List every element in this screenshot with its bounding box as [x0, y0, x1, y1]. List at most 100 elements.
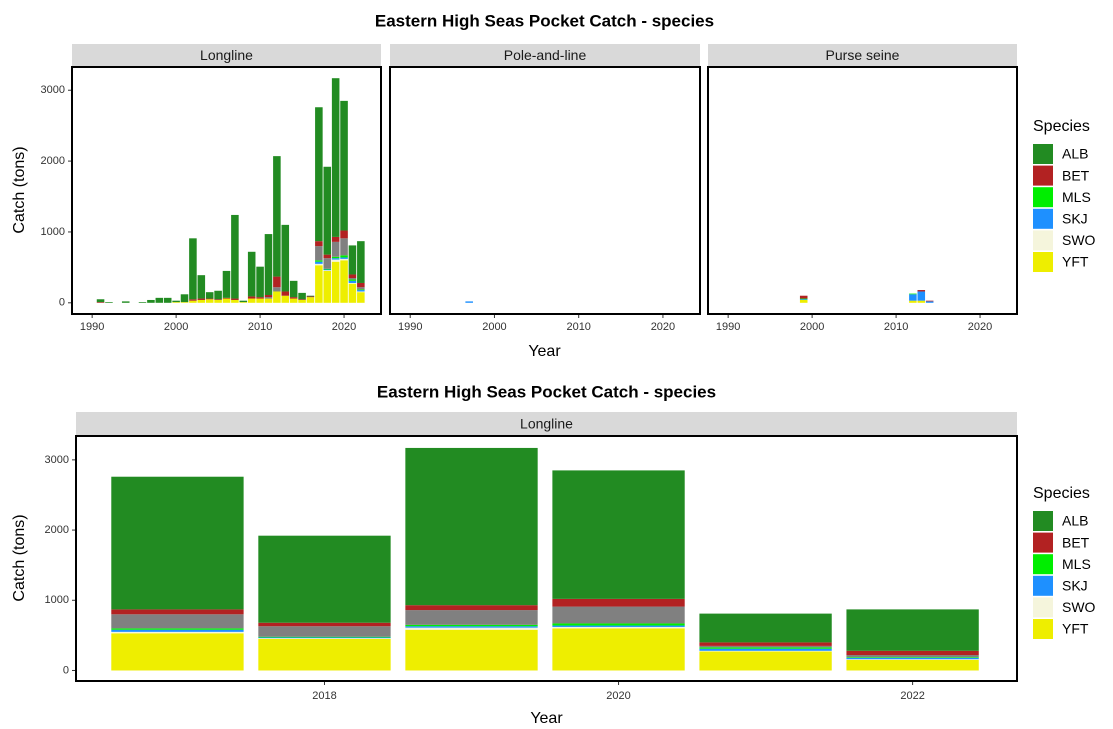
bar-segment — [258, 535, 391, 623]
bar-segment — [699, 645, 832, 648]
bar-segment — [340, 238, 348, 256]
bar-segment — [264, 298, 273, 303]
bar-segment — [552, 470, 685, 599]
bar-segment — [323, 270, 332, 303]
bar-segment — [256, 297, 264, 299]
strip-label: Longline — [200, 47, 253, 63]
legend-title: Species — [1033, 118, 1090, 135]
legend-label: ALB — [1062, 513, 1088, 529]
bar-segment — [247, 298, 256, 303]
bar-segment — [239, 302, 248, 303]
bar-segment — [552, 623, 685, 626]
strip — [72, 44, 381, 67]
bar-segment — [289, 298, 298, 303]
bar-segment — [281, 291, 290, 296]
x-tick-label: 2010 — [566, 321, 590, 333]
bar-segment — [197, 298, 206, 300]
bar-segment — [189, 300, 197, 303]
bar-segment — [247, 296, 256, 299]
strip-label: Pole-and-line — [504, 47, 587, 63]
y-tick-label: 2000 — [41, 155, 65, 167]
x-axis-title: Year — [528, 343, 561, 360]
bar-segment — [909, 293, 917, 295]
x-tick-label: 1990 — [716, 321, 740, 333]
bar-segment — [306, 297, 315, 303]
bar-segment — [222, 298, 231, 303]
chart-title: Eastern High Seas Pocket Catch - species — [377, 382, 716, 401]
bar-segment — [925, 301, 934, 303]
bar-segment — [180, 294, 189, 303]
bar-segment — [306, 296, 315, 298]
bar-segment — [552, 626, 685, 629]
bar-segment — [340, 255, 348, 258]
bar-segment — [348, 245, 357, 275]
bar-segment — [264, 297, 273, 299]
bar-segment — [256, 298, 264, 303]
bar-segment — [699, 642, 832, 646]
bar-segment — [197, 299, 206, 303]
bar-segment — [231, 299, 239, 303]
bar-segment — [258, 637, 391, 639]
bar-segment — [846, 650, 979, 656]
legend-swatch — [1033, 619, 1053, 639]
x-axis-title: Year — [530, 710, 563, 727]
x-tick-label: 2000 — [482, 321, 506, 333]
bar-segment — [465, 301, 473, 303]
bar-segment — [846, 655, 979, 658]
bar-segment — [323, 254, 332, 259]
bar-segment — [273, 287, 281, 292]
bar-segment — [799, 299, 808, 300]
bar-segment — [205, 298, 214, 300]
x-tick-label: 2022 — [900, 690, 924, 702]
bar-segment — [111, 628, 244, 630]
bar-segment — [111, 476, 244, 610]
bar-segment — [172, 302, 180, 303]
bar-segment — [357, 289, 365, 291]
bar-segment — [111, 609, 244, 615]
bar-segment — [552, 628, 685, 671]
bar-segment — [405, 610, 538, 625]
panel-border — [71, 66, 382, 315]
legend-swatch — [1033, 554, 1053, 575]
bar-segment — [96, 302, 105, 303]
bar-segment — [348, 274, 357, 279]
bar-segment — [264, 295, 273, 298]
bar-segment — [231, 298, 239, 300]
x-tick-label: 2018 — [312, 690, 336, 702]
bar-segment — [289, 280, 298, 298]
bar-segment — [315, 241, 323, 247]
bar-segment — [331, 78, 340, 237]
legend-swatch — [1033, 597, 1053, 618]
strip-label: Longline — [520, 416, 573, 432]
bar-segment — [315, 265, 323, 303]
bar-segment — [281, 295, 290, 303]
bar-segment — [323, 268, 332, 270]
legend-label: SWO — [1062, 232, 1096, 248]
x-tick-label: 1990 — [80, 321, 104, 333]
x-tick-label: 2020 — [651, 321, 675, 333]
bar-segment — [273, 156, 281, 277]
bar-segment — [323, 269, 332, 271]
y-tick-label: 3000 — [45, 454, 69, 466]
bar-segment — [298, 299, 306, 300]
y-tick-label: 3000 — [41, 84, 65, 96]
bar-segment — [357, 290, 365, 292]
bar-segment — [357, 291, 365, 293]
bar-segment — [331, 241, 340, 257]
bar-segment — [222, 297, 231, 299]
bar-segment — [799, 298, 808, 300]
bar-segment — [189, 238, 197, 300]
bar-segment — [846, 609, 979, 651]
legend-label: ALB — [1062, 146, 1088, 162]
x-tick-label: 2010 — [884, 321, 908, 333]
bar-segment — [138, 302, 147, 303]
bar-segment — [846, 657, 979, 658]
legend-label: MLS — [1062, 189, 1091, 205]
bar-segment — [121, 301, 130, 303]
bar-segment — [258, 622, 391, 627]
y-tick-label: 1000 — [45, 594, 69, 606]
bar-segment — [331, 258, 340, 260]
legend-swatch — [1033, 144, 1053, 164]
legend-swatch — [1033, 208, 1053, 229]
